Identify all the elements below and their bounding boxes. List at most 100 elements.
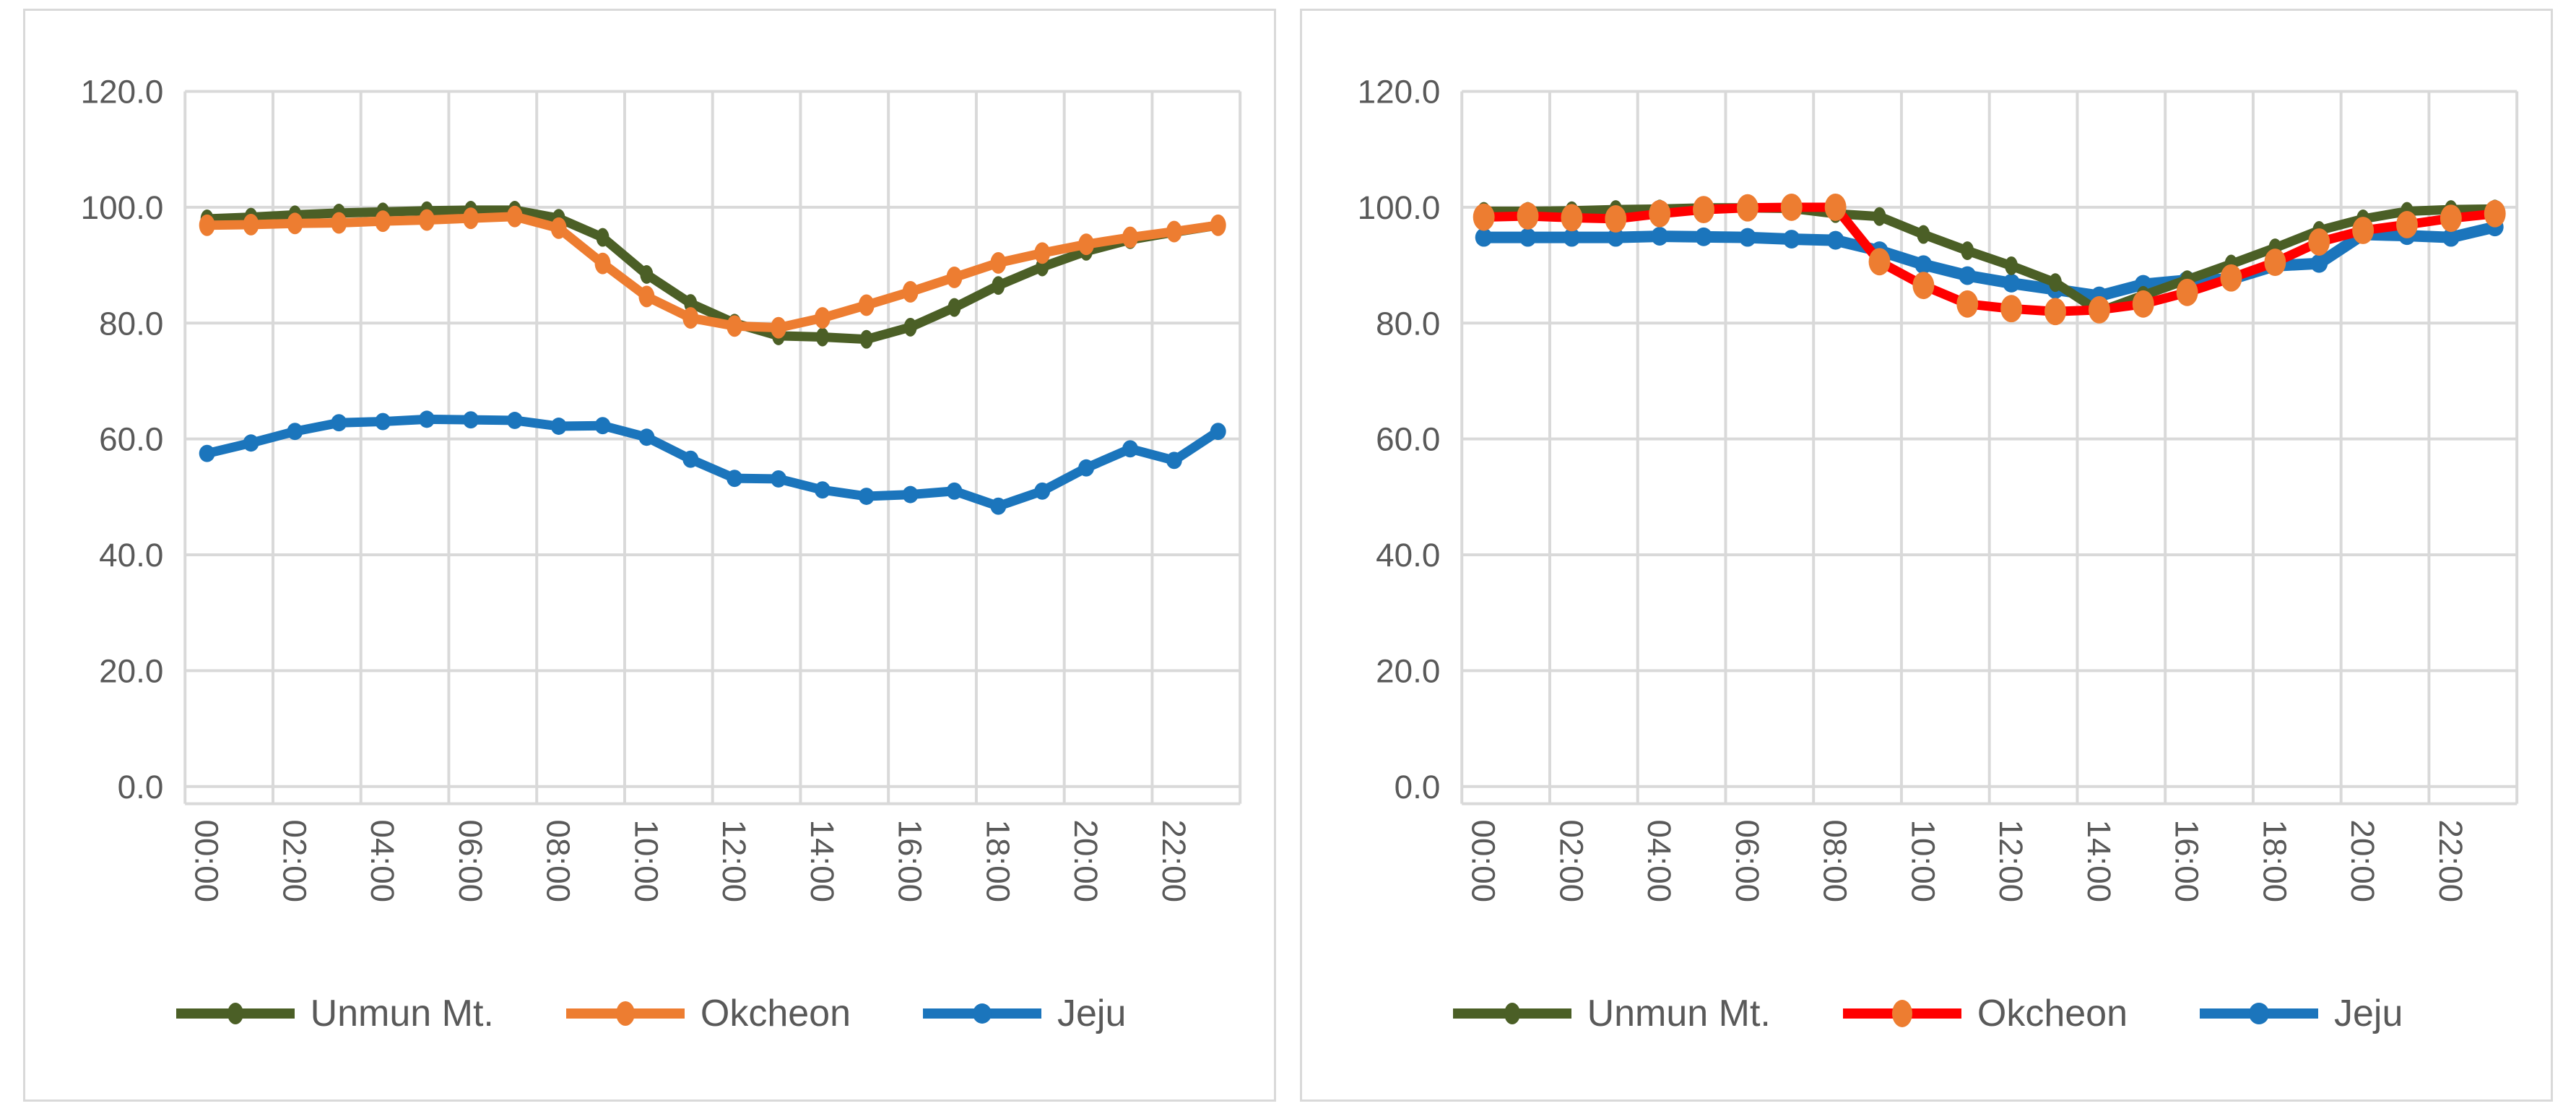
legend-label: Unmun Mt. — [1587, 993, 1771, 1034]
data-point-marker — [1078, 233, 1095, 256]
line-chart-left: 0.0 20.0 40.0 60.0 80.0 100.0 120.0 00:00 02:00 0… — [81, 74, 1242, 903]
data-point-marker — [2044, 298, 2066, 326]
data-point-marker — [1959, 266, 1977, 285]
data-point-marker — [1649, 199, 1671, 228]
data-point-marker — [1693, 196, 1714, 224]
data-point-marker — [2003, 274, 2021, 293]
x-axis-tick-label: 08:00 — [540, 820, 577, 903]
data-point-marker — [2088, 295, 2110, 324]
y-axis-tick-label: 0.0 — [118, 769, 164, 805]
data-point-marker — [815, 327, 829, 347]
y-axis-tick-label: 100.0 — [81, 189, 164, 226]
y-axis-tick-label: 0.0 — [1395, 769, 1441, 805]
data-point-marker — [506, 412, 523, 429]
data-point-marker — [2176, 278, 2198, 306]
data-point-marker — [1519, 228, 1537, 247]
data-point-marker — [990, 497, 1007, 515]
legend-item-unmun-mt-: Unmun Mt. — [173, 992, 494, 1035]
data-point-marker — [682, 450, 699, 468]
data-point-marker — [1607, 228, 1625, 247]
legend-item-jeju: Jeju — [2197, 992, 2403, 1035]
legend-label: Unmun Mt. — [310, 993, 494, 1034]
data-point-marker — [2220, 264, 2242, 292]
x-axis-tick-label: 08:00 — [1817, 820, 1854, 903]
data-point-marker — [287, 423, 303, 441]
data-point-marker — [1780, 193, 1803, 221]
data-point-marker — [243, 214, 259, 236]
data-point-marker — [1651, 227, 1669, 246]
data-point-marker — [594, 252, 611, 275]
legend-line-marker-swatch — [923, 1003, 1042, 1024]
x-axis-tick-label: 12:00 — [1992, 820, 2029, 903]
data-point-marker — [814, 481, 831, 499]
legend-marker — [1504, 1003, 1520, 1024]
x-axis-tick-label: 14:00 — [2081, 820, 2117, 903]
x-axis-tick-label: 10:00 — [628, 820, 664, 903]
legend-marker — [2249, 1003, 2270, 1024]
data-point-marker — [1961, 241, 1974, 261]
x-axis-tick-label: 02:00 — [1553, 820, 1590, 903]
data-point-marker — [1078, 459, 1095, 477]
data-point-marker — [2396, 211, 2418, 238]
data-point-marker — [243, 434, 259, 452]
y-axis-tick-label: 20.0 — [1376, 652, 1440, 689]
data-point-marker — [2440, 204, 2462, 233]
legend-item-unmun-mt-: Unmun Mt. — [1450, 992, 1771, 1035]
data-point-marker — [1473, 203, 1495, 231]
data-point-marker — [858, 294, 875, 316]
data-point-marker — [2132, 290, 2154, 318]
data-point-marker — [992, 276, 1005, 295]
legend-marker — [1891, 1000, 1912, 1027]
legend-marker — [615, 1001, 635, 1026]
x-axis-tick-label: 18:00 — [2256, 820, 2293, 903]
y-axis-tick-label: 120.0 — [81, 74, 164, 111]
legend-label: Jeju — [2334, 993, 2403, 1034]
legend-label: Okcheon — [1977, 993, 2128, 1034]
legend-item-okcheon: Okcheon — [563, 992, 851, 1035]
data-point-marker — [199, 214, 215, 236]
data-point-marker — [1826, 230, 1844, 250]
data-point-marker — [594, 417, 611, 435]
data-point-marker — [2352, 217, 2375, 244]
x-axis-tick-label: 16:00 — [892, 820, 929, 903]
data-point-marker — [550, 217, 567, 239]
y-axis-tick-label: 20.0 — [99, 652, 163, 689]
data-point-marker — [1956, 290, 1979, 318]
data-point-marker — [2049, 273, 2062, 293]
data-point-marker — [506, 205, 523, 228]
x-axis-tick-label: 00:00 — [1465, 820, 1502, 903]
y-axis-tick-label: 60.0 — [99, 421, 163, 458]
data-point-marker — [1736, 194, 1758, 222]
data-point-marker — [1695, 227, 1712, 246]
data-point-marker — [814, 307, 831, 329]
legend-marker — [973, 1003, 992, 1024]
data-point-marker — [1166, 452, 1182, 470]
data-point-marker — [727, 315, 743, 337]
data-point-marker — [1917, 225, 1930, 244]
legend-line-marker-swatch — [175, 1003, 295, 1024]
x-axis-tick-label: 00:00 — [188, 820, 225, 903]
data-point-marker — [1475, 228, 1493, 247]
data-point-marker — [2442, 228, 2460, 247]
data-point-marker — [1605, 205, 1627, 233]
x-axis-tick-label: 02:00 — [276, 820, 313, 903]
data-point-marker — [1782, 230, 1800, 249]
y-axis-tick-label: 80.0 — [99, 305, 163, 342]
y-axis-tick-label: 40.0 — [1376, 537, 1440, 574]
data-point-marker — [1517, 202, 1539, 230]
data-point-marker — [596, 228, 610, 247]
legend-line-marker-swatch — [1452, 1003, 1571, 1024]
data-point-marker — [638, 428, 655, 446]
data-point-marker — [199, 444, 215, 462]
data-point-marker — [375, 412, 391, 431]
data-point-marker — [771, 470, 786, 488]
data-point-marker — [2484, 199, 2506, 228]
x-axis-tick-label: 06:00 — [452, 820, 489, 903]
data-point-marker — [2310, 254, 2328, 273]
series-line-unmun-mt- — [202, 205, 1223, 345]
legend-item-okcheon: Okcheon — [1840, 992, 2128, 1035]
data-point-marker — [638, 285, 655, 308]
chart-panel-left: 0.0 20.0 40.0 60.0 80.0 100.0 120.0 00:00 02:00 0… — [23, 9, 1276, 1102]
y-axis-tick-label: 40.0 — [99, 537, 163, 574]
data-point-marker — [1824, 193, 1847, 221]
